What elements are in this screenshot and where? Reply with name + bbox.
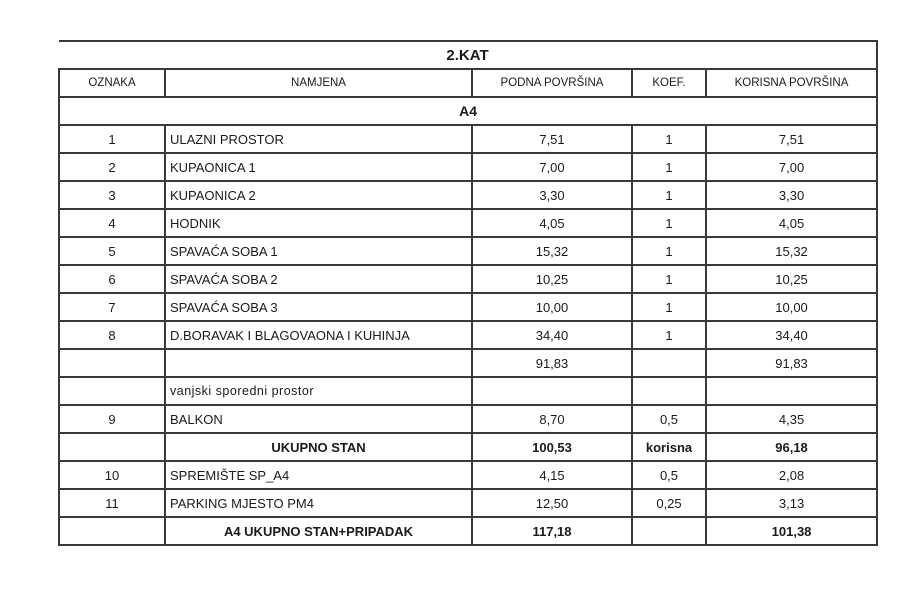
header-namjena: NAMJENA xyxy=(164,68,473,98)
section-label: A4 xyxy=(57,96,879,126)
header-oznaka: OZNAKA xyxy=(58,68,166,98)
koef-cell: 1 xyxy=(631,124,707,154)
outdoor-label: vanjski sporedni prostor xyxy=(164,376,473,406)
namjena-cell: SPAVAĆA SOBA 3 xyxy=(164,292,473,322)
table-title: 2.KAT xyxy=(59,40,879,70)
subtotal-korisna: 91,83 xyxy=(704,348,879,378)
ukupno-stan-label: UKUPNO STAN xyxy=(164,432,473,462)
header-korisna: KORISNA POVRŠINA xyxy=(704,68,879,98)
korisna-cell: 7,00 xyxy=(704,152,879,182)
namjena-cell: SPAVAĆA SOBA 1 xyxy=(164,236,473,266)
table-row: 6 SPAVAĆA SOBA 2 10,25 1 10,25 xyxy=(58,264,879,294)
grand-total-row: A4 UKUPNO STAN+PRIPADAK 117,18 101,38 xyxy=(58,516,879,546)
oznaka-cell: 5 xyxy=(58,236,166,266)
namjena-cell: HODNIK xyxy=(164,208,473,238)
podna-cell: 10,25 xyxy=(471,264,633,294)
koef-cell: 1 xyxy=(631,236,707,266)
subtotal-row: 91,83 91,83 xyxy=(58,348,879,378)
korisna-cell: 3,30 xyxy=(704,180,879,210)
namjena-cell: KUPAONICA 1 xyxy=(164,152,473,182)
podna-cell: 8,70 xyxy=(471,404,633,434)
korisna-cell: 10,00 xyxy=(704,292,879,322)
namjena-cell: D.BORAVAK I BLAGOVAONA I KUHINJA xyxy=(164,320,473,350)
namjena-cell: ULAZNI PROSTOR xyxy=(164,124,473,154)
namjena-cell: BALKON xyxy=(164,404,473,434)
koef-cell: 1 xyxy=(631,208,707,238)
oznaka-cell: 9 xyxy=(58,404,166,434)
table-row: 9 BALKON 8,70 0,5 4,35 xyxy=(58,404,879,434)
table-row: 2 KUPAONICA 1 7,00 1 7,00 xyxy=(58,152,879,182)
korisna-cell: 4,35 xyxy=(704,404,879,434)
podna-cell: 7,51 xyxy=(471,124,633,154)
podna-cell: 4,05 xyxy=(471,208,633,238)
koef-cell: 1 xyxy=(631,320,707,350)
oznaka-cell: 7 xyxy=(58,292,166,322)
koef-cell: 1 xyxy=(631,292,707,322)
grand-total-label: A4 UKUPNO STAN+PRIPADAK xyxy=(164,516,473,546)
grand-total-korisna: 101,38 xyxy=(704,516,879,546)
oznaka-cell: 3 xyxy=(58,180,166,210)
korisna-cell: 10,25 xyxy=(704,264,879,294)
korisna-cell: 2,08 xyxy=(704,460,879,490)
namjena-cell: KUPAONICA 2 xyxy=(164,180,473,210)
title-row: 2.KAT xyxy=(59,40,879,70)
koef-cell: 0,25 xyxy=(631,488,707,518)
subtotal-podna: 91,83 xyxy=(471,348,633,378)
podna-cell: 7,00 xyxy=(471,152,633,182)
korisna-cell: 7,51 xyxy=(704,124,879,154)
korisna-cell: 15,32 xyxy=(704,236,879,266)
podna-cell: 15,32 xyxy=(471,236,633,266)
podna-cell: 12,50 xyxy=(471,488,633,518)
ukupno-stan-koef: korisna xyxy=(631,432,707,462)
header-podna: PODNA POVRŠINA xyxy=(471,68,633,98)
namjena-cell: PARKING MJESTO PM4 xyxy=(164,488,473,518)
header-koef: KOEF. xyxy=(631,68,707,98)
koef-cell: 1 xyxy=(631,152,707,182)
korisna-cell: 4,05 xyxy=(704,208,879,238)
table-row: 5 SPAVAĆA SOBA 1 15,32 1 15,32 xyxy=(58,236,879,266)
koef-cell: 0,5 xyxy=(631,404,707,434)
table-row: 8 D.BORAVAK I BLAGOVAONA I KUHINJA 34,40 1 3… xyxy=(58,320,879,350)
podna-cell: 34,40 xyxy=(471,320,633,350)
oznaka-cell: 2 xyxy=(58,152,166,182)
area-table: 2.KAT OZNAKA NAMJENA PODNA POVRŠINA KOEF… xyxy=(57,40,879,546)
oznaka-cell: 6 xyxy=(58,264,166,294)
table-row: 1 ULAZNI PROSTOR 7,51 1 7,51 xyxy=(58,124,879,154)
namjena-cell: SPREMIŠTE SP_A4 xyxy=(164,460,473,490)
podna-cell: 4,15 xyxy=(471,460,633,490)
table-row: 11 PARKING MJESTO PM4 12,50 0,25 3,13 xyxy=(58,488,879,518)
section-row: A4 xyxy=(57,96,879,126)
koef-cell: 0,5 xyxy=(631,460,707,490)
namjena-cell: SPAVAĆA SOBA 2 xyxy=(164,264,473,294)
outdoor-row: vanjski sporedni prostor xyxy=(58,376,879,406)
koef-cell: 1 xyxy=(631,180,707,210)
ukupno-stan-podna: 100,53 xyxy=(471,432,633,462)
podna-cell: 10,00 xyxy=(471,292,633,322)
grand-total-podna: 117,18 xyxy=(471,516,633,546)
table-row: 3 KUPAONICA 2 3,30 1 3,30 xyxy=(58,180,879,210)
table-row: 10 SPREMIŠTE SP_A4 4,15 0,5 2,08 xyxy=(58,460,879,490)
oznaka-cell: 10 xyxy=(58,460,166,490)
oznaka-cell: 11 xyxy=(58,488,166,518)
korisna-cell: 34,40 xyxy=(704,320,879,350)
header-row: OZNAKA NAMJENA PODNA POVRŠINA KOEF. KORI… xyxy=(58,68,879,98)
table-row: 4 HODNIK 4,05 1 4,05 xyxy=(58,208,879,238)
oznaka-cell: 1 xyxy=(58,124,166,154)
korisna-cell: 3,13 xyxy=(704,488,879,518)
koef-cell: 1 xyxy=(631,264,707,294)
ukupno-stan-korisna: 96,18 xyxy=(704,432,879,462)
oznaka-cell: 4 xyxy=(58,208,166,238)
oznaka-cell: 8 xyxy=(58,320,166,350)
podna-cell: 3,30 xyxy=(471,180,633,210)
table-row: 7 SPAVAĆA SOBA 3 10,00 1 10,00 xyxy=(58,292,879,322)
ukupno-stan-row: UKUPNO STAN 100,53 korisna 96,18 xyxy=(58,432,879,462)
